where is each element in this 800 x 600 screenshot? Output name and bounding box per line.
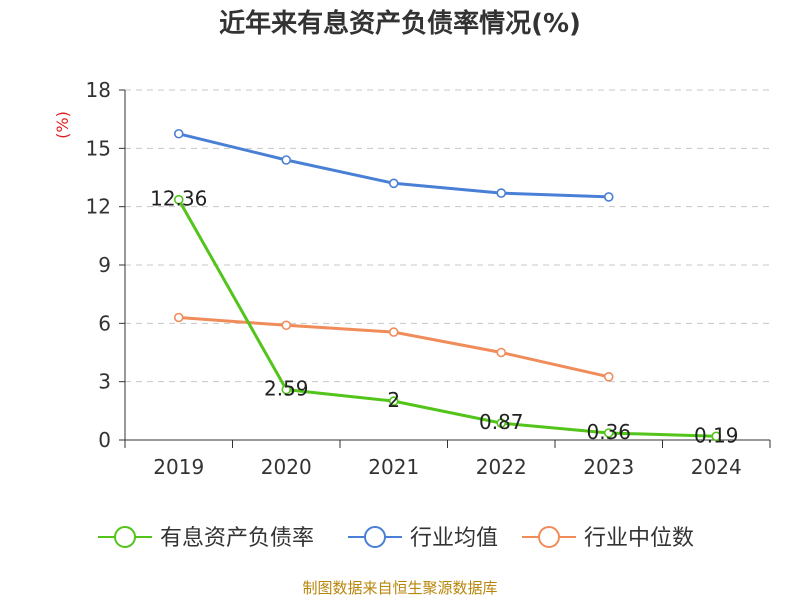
data-point [281,320,292,331]
legend-item-label: 行业均值 [410,526,498,551]
y-axis-unit-label: (%) [53,111,72,139]
x-tick-label: 2024 [691,455,742,479]
data-point [173,128,184,139]
data-point [496,188,507,198]
data-label: 0.19 [694,423,739,447]
data-point [603,372,614,382]
grid-layer [125,89,770,383]
legend-swatch-marker [538,526,560,548]
series-line-2 [178,316,610,379]
chart-title: 近年来有息资产负债率情况(%) [219,9,581,39]
x-tick-label: 2022 [476,455,527,479]
series-layer [173,128,722,442]
data-label: 12.36 [150,187,207,211]
data-label: 0.36 [586,420,631,444]
data-label: 2 [387,388,400,412]
data-point [496,418,507,428]
data-point [281,384,292,395]
data-label-layer: 12.36 2.59 2 0.87 0.36 0.19 [150,187,738,448]
data-point [388,178,399,189]
data-point [173,312,184,323]
x-tick-label: 2023 [583,455,634,479]
y-tick-label: 0 [98,428,111,452]
data-label: 0.87 [479,410,524,434]
data-label: 2.59 [264,377,309,401]
legend-swatch-marker [364,526,386,548]
legend-item-label: 有息资产负债率 [160,526,314,551]
legend-item-label: 行业中位数 [584,526,694,551]
y-tick-label: 15 [86,136,111,160]
y-tick-label: 18 [86,78,111,102]
data-point [603,192,614,202]
y-tick-label: 6 [98,311,111,335]
axis-layer: 0 3 6 9 12 15 18 (%) 2019 2020 2021 2022 2023 2024 [53,78,771,479]
x-tick-label: 2020 [261,455,312,479]
data-point [281,155,292,165]
data-point [388,327,399,337]
source-note: 制图数据来自恒生聚源数据库 [302,579,498,597]
legend-swatch-marker [114,526,136,548]
data-point [173,194,184,205]
y-tick-label: 9 [98,253,111,277]
data-point [603,428,614,438]
legend: 有息资产负债率 行业均值 行业中位数 [98,526,694,551]
data-point [496,347,507,358]
y-tick-label: 12 [86,195,111,219]
data-point [388,396,399,406]
x-tick-label: 2021 [368,455,419,479]
x-tick-label: 2019 [153,455,204,479]
y-tick-label: 3 [98,370,111,394]
series-line-0 [177,198,717,438]
data-point [711,431,722,442]
